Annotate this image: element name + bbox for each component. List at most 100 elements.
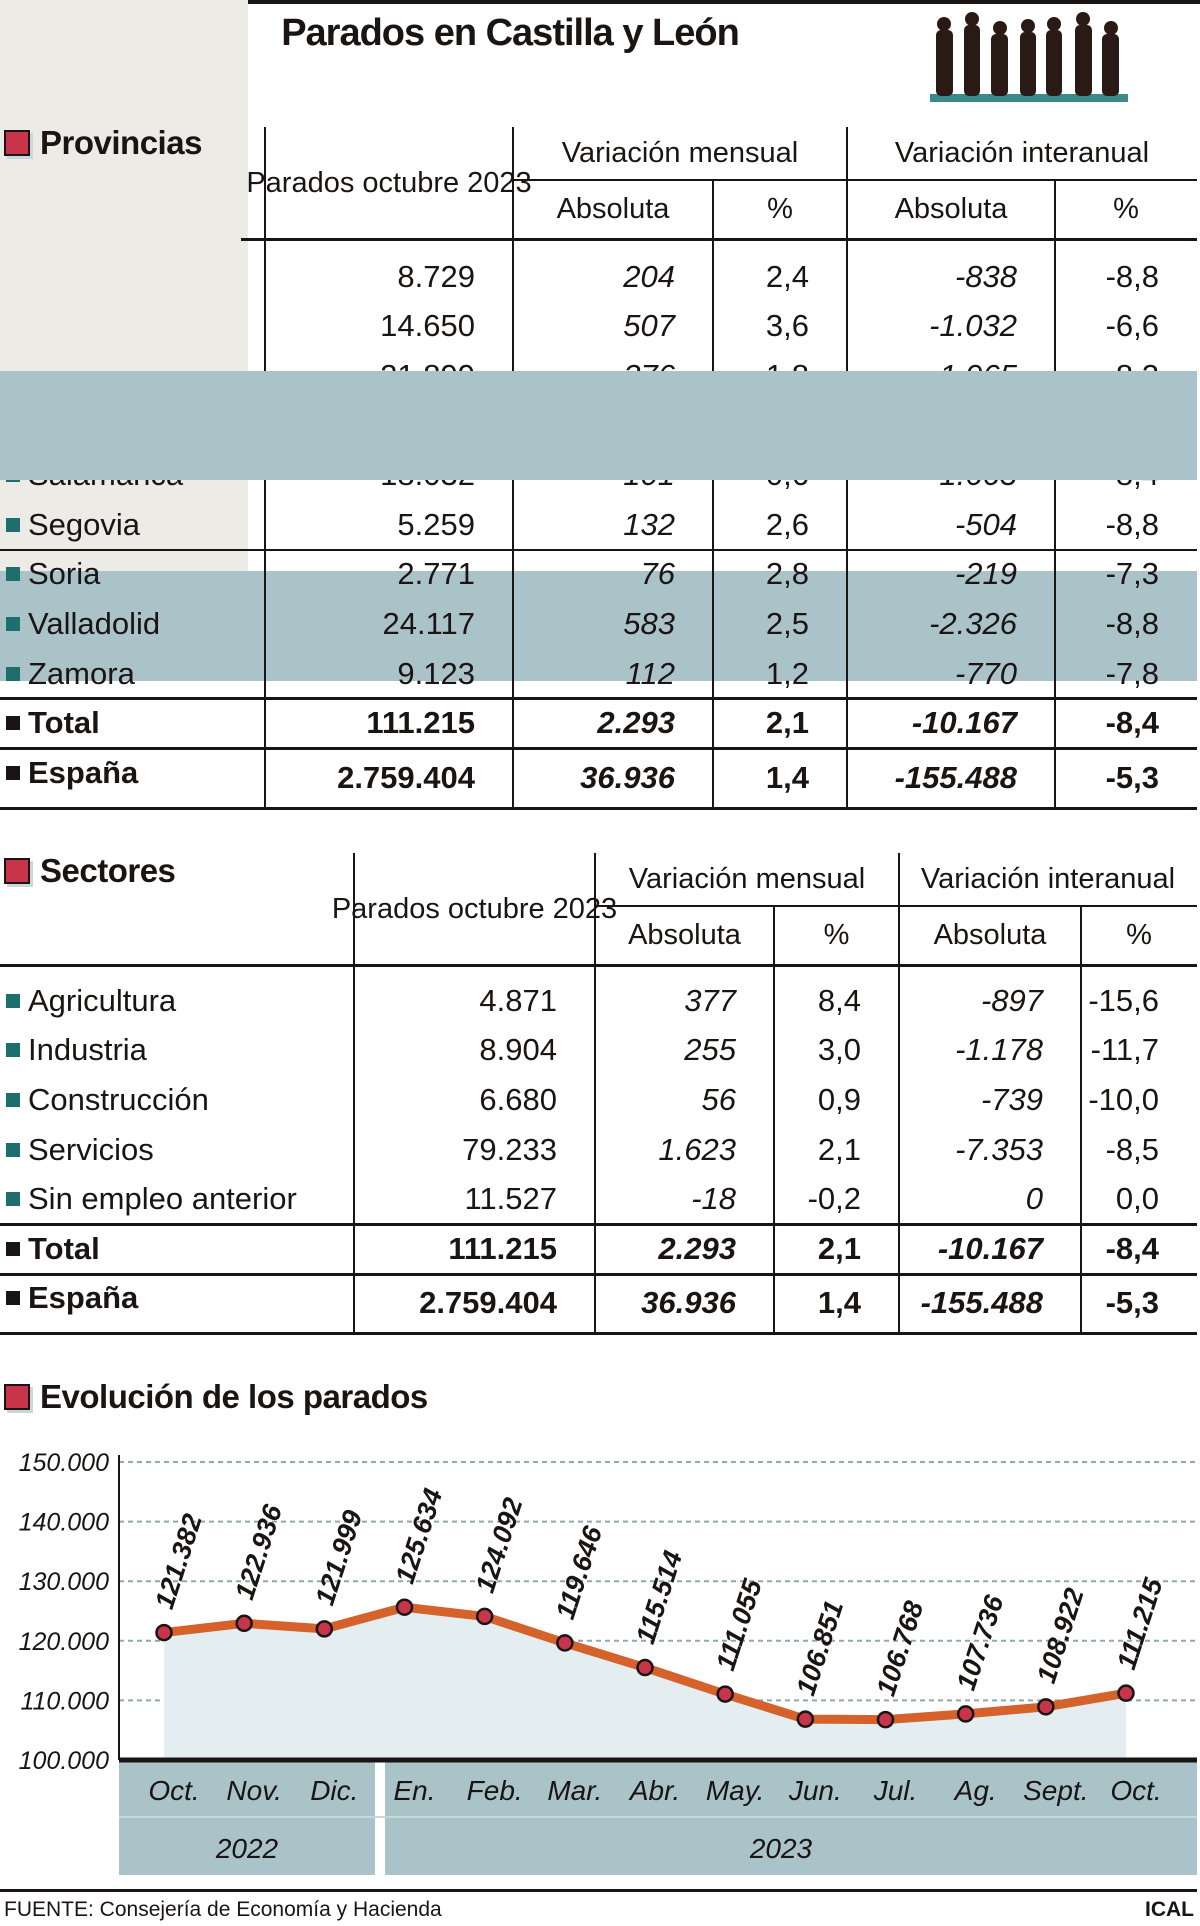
y-tick-label: 150.000	[19, 1449, 109, 1477]
bullet-icon	[6, 1291, 20, 1306]
bullet-icon	[6, 1142, 20, 1157]
section-marker-icon	[4, 858, 30, 884]
divider	[1080, 905, 1082, 1334]
cell-parados: 111.215	[448, 1230, 557, 1266]
chart-title: Evolución de los parados	[40, 1378, 428, 1415]
x-tick-label: Sept.	[1023, 1775, 1088, 1806]
cell-parados: 2.759.404	[337, 759, 475, 795]
row-label: Industria	[0, 1026, 354, 1076]
cell-i_pct: -8,8	[1105, 506, 1159, 542]
cell-i_pct: -7,3	[1105, 556, 1159, 592]
data-label: 106.768	[871, 1597, 930, 1699]
row-name: Segovia	[28, 506, 141, 542]
divider	[594, 853, 596, 1334]
x-tick-label: Mar.	[547, 1775, 602, 1806]
divider	[1054, 179, 1056, 808]
year-label: 2022	[215, 1833, 279, 1864]
cell-parados: 6.680	[479, 1081, 557, 1117]
row-label: Total	[0, 1224, 354, 1274]
bullet-icon	[6, 765, 20, 780]
cell-m_pct: 2,6	[765, 506, 809, 542]
cell-i_abs: -504	[954, 506, 1017, 542]
cell-m_pct: 1,2	[765, 655, 809, 691]
cell-parados: 24.117	[382, 605, 475, 641]
bullet-icon	[6, 1092, 20, 1107]
header-absoluta: Absoluta	[894, 192, 1008, 225]
row-label: Soria	[0, 550, 265, 600]
cell-m_abs: 507	[623, 308, 675, 344]
data-point	[235, 1614, 253, 1633]
row-label: Construcción	[0, 1075, 354, 1125]
cell-i_abs: -838	[954, 258, 1017, 294]
divider	[595, 905, 1197, 907]
cell-parados: 8.729	[397, 258, 475, 294]
cell-i_abs: -897	[980, 982, 1043, 1018]
footer-rule	[0, 1889, 1197, 1892]
band-divider	[119, 1816, 1197, 1818]
provincias-heading-text: Provincias	[40, 124, 202, 161]
row-name: Soria	[28, 556, 101, 592]
row-label: Total	[0, 698, 265, 748]
cell-i_abs: -219	[954, 556, 1017, 592]
row-label: España	[0, 1274, 354, 1324]
data-label: 125.634	[390, 1485, 449, 1587]
header-pct: %	[767, 192, 793, 225]
data-point	[716, 1685, 734, 1703]
cell-m_abs: 36.936	[580, 759, 675, 795]
cell-i_pct: -7,8	[1105, 655, 1159, 691]
section-marker-icon	[4, 130, 30, 156]
cell-i_abs: 0	[1025, 1181, 1043, 1217]
cell-i_pct: -8,5	[1105, 1131, 1159, 1167]
bullet-icon	[6, 517, 20, 532]
cell-i_abs: -770	[954, 655, 1017, 691]
header-variacion-mensual: Variación mensual	[628, 863, 866, 895]
page-title: Parados en Castilla y León	[281, 12, 740, 54]
data-label: 115.514	[630, 1547, 688, 1647]
header-variacion-interanual: Variación interanual	[920, 863, 1176, 895]
bullet-icon	[6, 666, 20, 681]
header-absoluta: Absoluta	[933, 918, 1047, 951]
header-pct: %	[823, 918, 850, 951]
cell-parados: 79.233	[462, 1131, 557, 1167]
divider	[0, 747, 1197, 750]
cell-parados: 14.650	[380, 308, 475, 344]
data-label: 106.851	[791, 1597, 850, 1699]
data-label: 107.736	[951, 1591, 1010, 1694]
row-name: Valladolid	[28, 605, 161, 641]
cell-m_pct: 3,6	[765, 308, 809, 344]
cell-m_abs: 583	[623, 605, 675, 641]
unemployed-people-icon	[930, 12, 1128, 102]
data-point	[395, 1598, 414, 1616]
sectores-heading-text: Sectores	[40, 852, 176, 889]
cell-i_pct: -10,0	[1088, 1081, 1159, 1117]
x-tick-label: Jun.	[788, 1775, 842, 1806]
cell-i_abs: -7.353	[955, 1131, 1043, 1167]
divider	[0, 806, 1197, 810]
header-pct: %	[1126, 918, 1152, 951]
cell-i_pct: -8,8	[1105, 605, 1159, 641]
cell-m_pct: 2,1	[817, 1230, 861, 1266]
cell-i_pct: -8,4	[1105, 1230, 1159, 1266]
cell-parados: 4.871	[479, 982, 557, 1018]
data-label: 122.936	[229, 1500, 288, 1603]
cell-m_abs: 56	[701, 1081, 736, 1117]
cell-m_pct: -0,2	[807, 1181, 861, 1217]
cell-m_abs: 2.293	[597, 705, 675, 741]
parados-column-bg	[0, 0, 241, 371]
cell-m_pct: 1,4	[765, 759, 809, 795]
cell-parados: 9.123	[397, 655, 475, 691]
cell-m_abs: 36.936	[641, 1285, 736, 1321]
cell-i_pct: -8,4	[1105, 705, 1159, 741]
chart-heading: Evolución de los parados	[4, 1378, 428, 1416]
cell-i_pct: -11,7	[1090, 1032, 1159, 1068]
row-name: Total	[28, 1230, 100, 1266]
divider	[898, 853, 900, 1334]
year-label: 2023	[749, 1833, 813, 1864]
x-tick-label: En.	[393, 1775, 435, 1806]
data-label: 111.055	[710, 1575, 768, 1674]
x-tick-label: Nov.	[226, 1775, 282, 1806]
data-label: 111.215	[1111, 1574, 1169, 1673]
cell-m_pct: 2,1	[765, 705, 809, 741]
source-note: FUENTE: Consejería de Economía y Haciend…	[4, 1898, 442, 1921]
cell-i_pct: -15,6	[1088, 982, 1159, 1018]
